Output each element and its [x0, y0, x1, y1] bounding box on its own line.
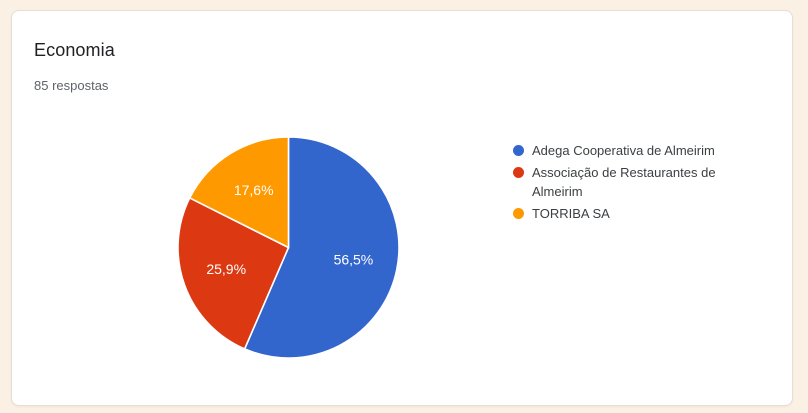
legend-color-swatch-icon [513, 167, 524, 178]
legend-item[interactable]: TORRIBA SA [513, 204, 778, 223]
response-count: 85 respostas [34, 78, 109, 93]
pie-slice-label: 56,5% [334, 252, 374, 268]
pie-slice-label: 17,6% [234, 182, 274, 198]
pie-svg: 56,5% 25,9% 17,6% [177, 136, 400, 359]
legend-item[interactable]: Associação de Restaurantes de Almeirim [513, 163, 778, 201]
pie-slice[interactable] [177, 196, 290, 350]
pie-slice-label: 25,9% [206, 261, 246, 277]
chart-legend: Adega Cooperativa de Almeirim Associação … [513, 141, 778, 226]
chart-card: Economia 85 respostas 56,5% 25,9% 17,6% Ad… [11, 10, 793, 406]
legend-item-label: Adega Cooperativa de Almeirim [532, 143, 715, 158]
pie-graphic: 56,5% 25,9% 17,6% [177, 136, 400, 359]
pie-chart: 56,5% 25,9% 17,6% Adega Cooperativa de Alm… [12, 11, 792, 405]
legend-item-label: TORRIBA SA [532, 206, 610, 221]
page-title: Economia [34, 40, 115, 60]
pie-slice[interactable] [243, 136, 400, 359]
legend-color-swatch-icon [513, 145, 524, 156]
legend-item[interactable]: Adega Cooperativa de Almeirim [513, 141, 778, 160]
legend-color-swatch-icon [513, 208, 524, 219]
pie-slice[interactable] [188, 136, 290, 249]
legend-item-label: Associação de Restaurantes de Almeirim [532, 165, 716, 199]
